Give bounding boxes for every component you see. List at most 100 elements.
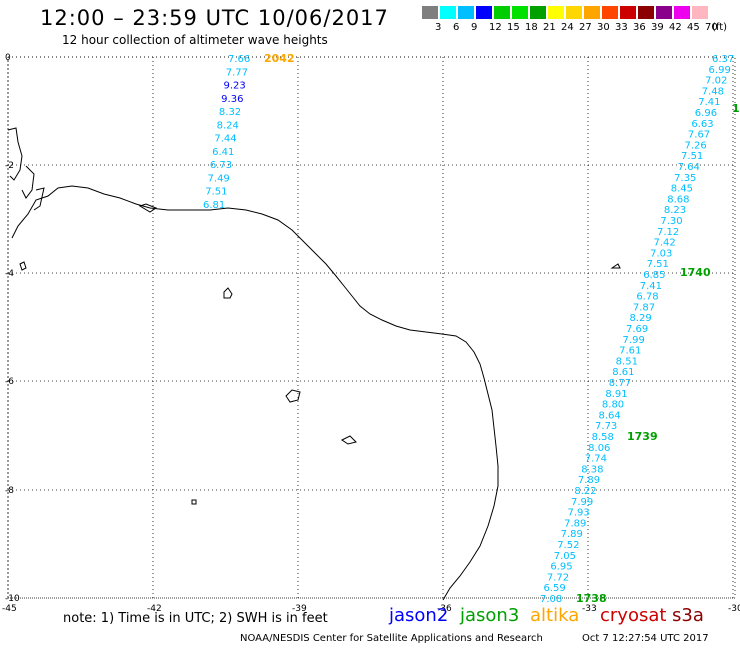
wave-height-label: 8.24 <box>217 120 239 131</box>
lat-tick-label: 0 <box>5 53 11 63</box>
wave-height-label: 7.64 <box>678 162 700 173</box>
wave-height-label: 7.05 <box>554 551 576 562</box>
wave-height-label: 7.26 <box>684 140 706 151</box>
wave-height-label: 8.80 <box>602 400 624 411</box>
coast-islands <box>7 127 621 505</box>
scale-label: 24 <box>561 22 574 33</box>
wave-height-label: 7.35 <box>674 173 696 184</box>
scale-swatch <box>548 6 564 19</box>
scale-label: 45 <box>687 22 700 33</box>
scale-label: 21 <box>543 22 556 33</box>
lat-tick-label: -6 <box>5 377 14 387</box>
wave-height-label: 6.85 <box>643 270 665 281</box>
scale-swatch <box>530 6 546 19</box>
scale-label: 6 <box>453 22 460 33</box>
wave-height-label: 8.32 <box>219 107 241 118</box>
wave-height-label: 7.30 <box>660 216 682 227</box>
wave-height-label: 7.52 <box>557 540 579 551</box>
lon-tick-label: -33 <box>582 604 597 614</box>
wave-height-label: 6.73 <box>210 160 232 171</box>
scale-swatch <box>512 6 528 19</box>
wave-height-label: 8.58 <box>592 432 614 443</box>
scale-label: 36 <box>633 22 646 33</box>
wave-height-label: 7.72 <box>547 572 569 583</box>
map-subtitle: 12 hour collection of altimeter wave hei… <box>62 33 328 47</box>
wave-height-label: 8.61 <box>612 367 634 378</box>
scale-swatch <box>458 6 474 19</box>
satellite-legend-cryosat: cryosat <box>600 605 667 626</box>
wave-height-label: 7.51 <box>681 151 703 162</box>
wave-height-label: 7.99 <box>623 335 645 346</box>
wave-height-label: 8.38 <box>581 464 603 475</box>
wave-height-label: 6.96 <box>695 108 717 119</box>
scale-swatch <box>422 6 438 19</box>
scale-label: (ft) <box>712 22 728 33</box>
wave-height-label: 7.08 <box>540 594 562 605</box>
wave-height-label: 8.22 <box>574 486 596 497</box>
scale-swatch <box>566 6 582 19</box>
scale-label: 42 <box>669 22 682 33</box>
scale-swatch <box>638 6 654 19</box>
wave-height-label: 8.45 <box>671 184 693 195</box>
scale-label: 15 <box>507 22 520 33</box>
scale-swatch <box>602 6 618 19</box>
wave-height-label: 6.37 <box>712 54 734 65</box>
wave-height-label: 6.99 <box>709 65 731 76</box>
wave-height-label: 6.95 <box>550 562 572 573</box>
scale-swatch <box>476 6 492 19</box>
wave-height-label: 7.69 <box>626 324 648 335</box>
wave-height-label: 7.89 <box>564 518 586 529</box>
wave-height-label: 6.63 <box>691 119 713 130</box>
wave-height-label: 7.03 <box>650 248 672 259</box>
wave-height-label: 8.51 <box>616 356 638 367</box>
lon-tick-label: -39 <box>292 604 307 614</box>
wave-height-label: 6.41 <box>212 147 234 158</box>
map-title: 12:00 – 23:59 UTC 10/06/2017 <box>40 6 389 30</box>
lon-tick-label: -45 <box>2 604 17 614</box>
wave-height-label: 6.78 <box>636 292 658 303</box>
wave-height-label: 9.36 <box>221 94 243 105</box>
wave-height-label: 7.12 <box>657 227 679 238</box>
axis-labels: 0 -2 -4 -6 -8 -10-45 -42 -39 -36 -33 -30 <box>2 53 740 614</box>
wave-height-label: 6.59 <box>543 583 565 594</box>
scale-label: 70 <box>705 22 718 33</box>
scale-label: 27 <box>579 22 592 33</box>
scale-label: 30 <box>597 22 610 33</box>
scale-swatch <box>440 6 456 19</box>
wave-height-label: 7.41 <box>640 281 662 292</box>
wave-height-label: 8.29 <box>629 313 651 324</box>
coastline-path <box>11 185 499 601</box>
satellite-legend-altika: altika <box>530 605 580 626</box>
coastline <box>7 127 621 601</box>
scale-swatch <box>494 6 510 19</box>
wave-height-label: 9.23 <box>223 81 245 92</box>
wave-height-label: 7.61 <box>619 346 641 357</box>
altimeter-tracks: 7.66 7.77 9.23 9.36 8.32 8.24 7.44 6.41 6.73 7.49… <box>203 52 740 605</box>
scale-label: 12 <box>489 22 502 33</box>
lon-tick-label: -36 <box>437 604 452 614</box>
scale-label: 18 <box>525 22 538 33</box>
scale-swatch <box>584 6 600 19</box>
wave-height-label: 7.49 <box>208 173 230 184</box>
wave-height-label: 7.51 <box>647 259 669 270</box>
wave-height-label: 7.48 <box>702 86 724 97</box>
pass-time-label: 1738 <box>576 592 607 605</box>
wave-height-label: 7.87 <box>633 302 655 313</box>
wave-height-label: 7.67 <box>688 130 710 141</box>
generated-timestamp: Oct 7 12:27:54 UTC 2017 <box>582 633 709 644</box>
pass-time-label: 1740 <box>680 266 711 279</box>
wave-height-label: 7.41 <box>698 97 720 108</box>
scale-label: 3 <box>435 22 442 33</box>
pass-time-label: 1739 <box>627 430 658 443</box>
wave-height-label: 7.66 <box>228 54 250 65</box>
wave-height-label: 7.73 <box>595 421 617 432</box>
lat-tick-label: -4 <box>5 269 14 279</box>
scale-swatch <box>674 6 690 19</box>
scale-label: 9 <box>471 22 478 33</box>
wave-height-label: 8.23 <box>664 205 686 216</box>
wave-height-label: 6.81 <box>203 200 225 211</box>
scale-label: 33 <box>615 22 628 33</box>
wave-height-label: 7.99 <box>571 497 593 508</box>
scale-label: 39 <box>651 22 664 33</box>
wave-height-label: 7.02 <box>705 76 727 87</box>
